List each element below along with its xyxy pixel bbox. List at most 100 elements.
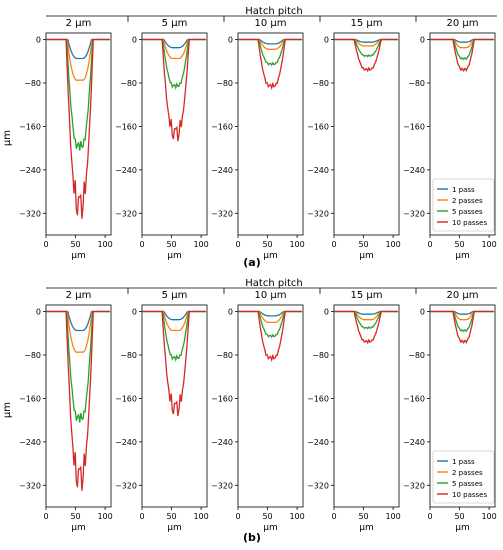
series-line [334,38,398,58]
subplot: 20 µm 0 −80 −160 −240 −320 0 50 100 µm 1 pass 2 pas… [403,18,497,261]
y-tick-label: −320 [211,481,233,490]
column-title: 15 µm [350,290,382,301]
panel-label: (a) [243,256,260,269]
y-tick-label: −160 [307,394,329,403]
column-title: 5 µm [162,18,188,29]
x-axis-label: µm [263,251,278,261]
series-line [142,310,206,332]
y-tick-label: −240 [211,166,233,175]
y-tick-label: −160 [211,122,233,131]
y-tick-label: −240 [115,166,137,175]
series-line [430,310,494,315]
y-tick-label: 0 [228,36,233,45]
plot-frame [333,32,400,236]
series-line [238,310,302,363]
x-tick-label: 100 [193,512,208,521]
subplot: 10 µm 0 −80 −160 −240 −320 0 50 100 µm [211,290,305,533]
column-title: 10 µm [254,18,286,29]
y-tick-label: 0 [36,308,41,317]
column-title: 2 µm [66,290,92,301]
y-tick-label: −320 [403,209,425,218]
y-tick-label: −80 [24,351,41,360]
x-tick-label: 50 [70,512,80,521]
series-line [46,38,110,81]
x-tick-label: 50 [454,240,464,249]
series-line [430,38,494,73]
series-line [430,38,494,49]
x-tick-label: 50 [70,240,80,249]
x-tick-label: 100 [385,240,400,249]
legend-entry: 1 pass [452,186,475,194]
y-tick-label: 0 [36,36,41,45]
y-tick-label: −160 [19,122,41,131]
y-tick-label: −240 [211,438,233,447]
series-line [238,310,302,324]
y-tick-label: 0 [324,36,329,45]
legend-box [432,450,495,504]
subplot: 2 µm 0 −80 −160 −240 −320 0 50 100 µm [19,290,113,533]
subplot: 15 µm 0 −80 −160 −240 −320 0 50 100 µm [307,290,401,533]
x-tick-label: 0 [235,512,240,521]
column-title: 20 µm [446,290,478,301]
y-tick-label: −80 [408,79,425,88]
x-axis-label: µm [455,523,470,533]
series-line [46,310,110,353]
column-title: 2 µm [66,18,92,29]
column-title: 5 µm [162,290,188,301]
x-tick-label: 0 [235,240,240,249]
x-tick-label: 100 [481,512,496,521]
y-tick-label: −320 [115,209,137,218]
y-tick-label: 0 [132,308,137,317]
series-line [430,310,494,321]
y-tick-label: −240 [307,166,329,175]
y-tick-label: 0 [132,36,137,45]
legend: 1 pass 2 passes 5 passes 10 passes [432,450,495,504]
x-axis-label: µm [359,523,374,533]
y-tick-label: −160 [115,394,137,403]
x-tick-label: 50 [454,512,464,521]
x-axis-label: µm [71,251,86,261]
series-line [334,310,398,321]
x-tick-label: 100 [289,512,304,521]
y-tick-label: 0 [324,308,329,317]
y-tick-label: −240 [115,438,137,447]
series-line [46,38,110,60]
x-tick-label: 0 [139,240,144,249]
subplot: 20 µm 0 −80 −160 −240 −320 0 50 100 µm 1 pass 2 pas… [403,290,497,533]
y-axis-label: µm [2,402,13,418]
series-line [334,310,398,315]
subplot: 2 µm 0 −80 −160 −240 −320 0 50 100 µm [19,18,113,261]
series-line [334,38,398,47]
legend-entry: 5 passes [452,480,483,488]
x-axis-label: µm [167,523,182,533]
group-title: Hatch pitch [245,278,302,289]
subplot: 5 µm 0 −80 −160 −240 −320 0 50 100 µm [115,290,209,533]
x-tick-label: 50 [166,512,176,521]
y-tick-label: −160 [403,122,425,131]
series-line [46,38,110,219]
legend-box [432,178,495,232]
y-tick-label: −320 [307,481,329,490]
x-axis-label: µm [71,523,86,533]
y-tick-label: −320 [211,209,233,218]
y-tick-label: 0 [420,308,425,317]
x-axis-label: µm [167,251,182,261]
y-tick-label: −320 [19,481,41,490]
series-line [142,38,206,142]
x-tick-label: 100 [97,240,112,249]
series-line [430,310,494,333]
series-line [46,310,110,423]
x-tick-label: 50 [358,512,368,521]
legend-entry: 2 passes [452,197,483,205]
y-tick-label: 0 [228,308,233,317]
y-tick-label: −80 [312,79,329,88]
plot-frame [237,32,304,236]
y-tick-label: −80 [408,351,425,360]
y-tick-label: −320 [115,481,137,490]
y-tick-label: −80 [216,351,233,360]
y-tick-label: −240 [307,438,329,447]
y-tick-label: −80 [216,79,233,88]
y-tick-label: −320 [403,481,425,490]
